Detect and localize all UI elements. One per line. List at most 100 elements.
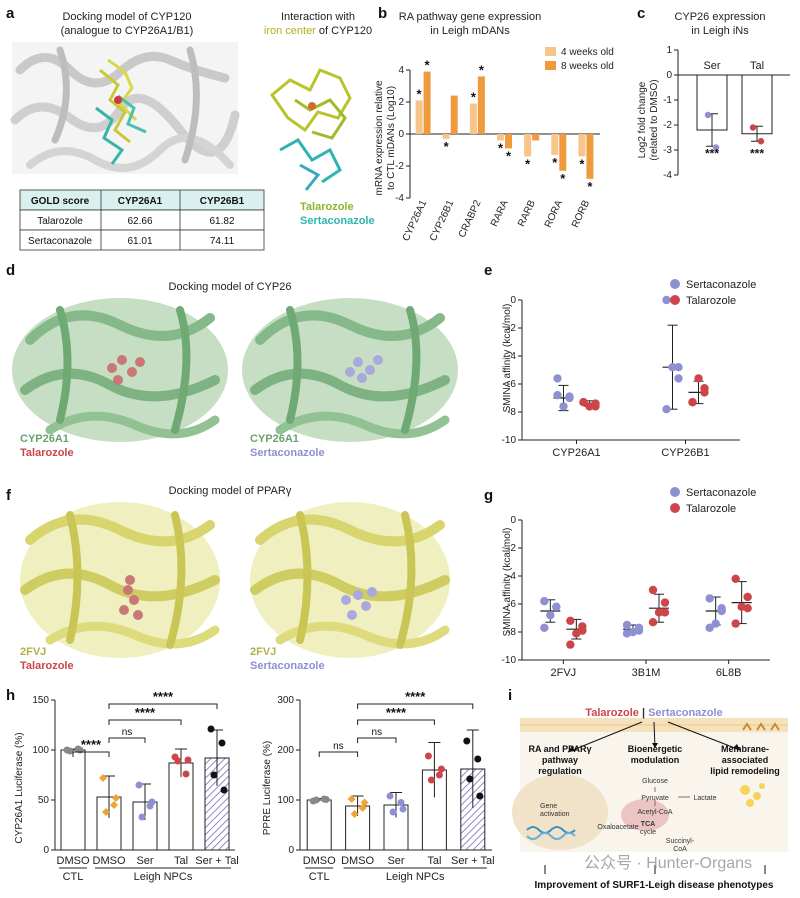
box2-line2: modulation xyxy=(631,755,680,765)
comparison-bracket xyxy=(318,751,359,757)
data-point xyxy=(712,144,720,151)
bar xyxy=(578,134,586,157)
panel-b-ylabel-line2: to CTL mDANs (Log10) xyxy=(386,86,397,190)
data-point xyxy=(579,398,588,407)
conclusion-text: Improvement of SURF1-Leigh disease pheno… xyxy=(535,880,774,891)
bar xyxy=(423,71,431,134)
data-point xyxy=(743,604,752,613)
cycle-label: cycle xyxy=(640,829,656,836)
data-point xyxy=(559,402,568,411)
comparison-bracket xyxy=(357,737,397,743)
data-point xyxy=(112,794,120,802)
y-tick-label: 2 xyxy=(398,97,404,108)
table-cell: Sertaconazole xyxy=(28,236,92,247)
data-point xyxy=(99,774,107,782)
data-point xyxy=(654,608,664,617)
data-point xyxy=(648,618,658,627)
bar xyxy=(415,100,423,134)
data-point xyxy=(705,623,714,632)
panel-f-right-ligand: Sertaconazole xyxy=(250,660,325,672)
x-tick-label: Tal xyxy=(174,855,188,867)
y-tick-label: 50 xyxy=(38,795,50,806)
table-cell: Talarozole xyxy=(37,216,83,227)
comparison-label: **** xyxy=(386,705,407,720)
box3-line1: Membrane- xyxy=(721,744,769,754)
watermark-text: 公众号 · Hunter-Organs xyxy=(584,854,752,872)
y-tick-label: -4 xyxy=(507,351,516,362)
bar xyxy=(551,134,559,155)
significance-label: *** xyxy=(705,147,719,161)
data-point xyxy=(688,398,697,407)
data-point xyxy=(210,771,218,779)
data-point xyxy=(397,799,405,806)
data-point xyxy=(66,747,74,755)
data-point xyxy=(711,619,720,628)
comparison-label: **** xyxy=(135,705,156,720)
data-point xyxy=(648,585,658,595)
y-tick-label: -4 xyxy=(395,193,404,204)
data-point xyxy=(668,363,677,372)
comparison-bracket xyxy=(108,703,218,709)
data-point xyxy=(135,781,143,789)
data-point xyxy=(749,124,757,131)
box3-line2: associated xyxy=(722,755,769,765)
panel-label-b: b xyxy=(378,5,387,22)
y-tick-label: 300 xyxy=(277,695,294,706)
y-tick-label: -10 xyxy=(502,655,517,666)
y-tick-label: 0 xyxy=(398,129,404,140)
table-cell: 61.01 xyxy=(127,236,152,247)
drug-separator: | xyxy=(639,707,648,719)
y-tick-label: 0 xyxy=(288,845,294,856)
data-point xyxy=(694,374,703,383)
data-point xyxy=(660,598,670,607)
data-point xyxy=(546,611,555,620)
bar xyxy=(442,134,450,139)
panel-h-right-ylabel: PPRE Luciferase (%) xyxy=(262,741,273,835)
box1-line3: regulation xyxy=(538,766,582,776)
x-tick-label: Ser xyxy=(703,60,720,72)
data-point xyxy=(578,626,587,635)
panel-label-g: g xyxy=(484,487,493,504)
panel-c-ylabel-line2: (related to DMSO) xyxy=(649,79,660,160)
y-tick-label: -4 xyxy=(663,170,672,181)
significance-star: * xyxy=(579,156,585,171)
data-point xyxy=(463,737,471,745)
data-point xyxy=(705,594,714,603)
schematic-i xyxy=(512,718,788,874)
bar xyxy=(559,134,567,171)
panel-a-inset-line2: iron center of CYP120 xyxy=(264,25,372,37)
cyp26a1-talarozole-render xyxy=(12,298,228,442)
pyruvate-label: Pyruvate xyxy=(641,795,669,802)
data-point xyxy=(674,374,683,383)
box1-line1: RA and PPARγ xyxy=(528,744,591,754)
data-point xyxy=(207,725,215,733)
y-tick-label: 0 xyxy=(666,70,672,81)
panel-label-d: d xyxy=(6,262,15,279)
panel-a-inset-line1: Interaction with xyxy=(281,11,355,23)
legend-marker-talarozole xyxy=(670,503,680,513)
comparison-bracket xyxy=(72,751,110,757)
y-tick-label: -6 xyxy=(507,379,516,390)
bar xyxy=(524,134,532,157)
comparison-label: ns xyxy=(372,727,383,738)
data-point xyxy=(360,798,369,807)
x-tick-label: 6L8B xyxy=(716,667,742,679)
chart-g: -10 -8 -6 -4 -2 0 2FVJ 3B1M 6L8B xyxy=(502,515,770,679)
data-point xyxy=(731,574,740,583)
glucose-label: Glucose xyxy=(642,778,668,785)
iron-center-inset-render xyxy=(269,68,352,191)
comparison-label: ns xyxy=(122,727,133,738)
oxaloacetate-label: Oxaloacetate xyxy=(597,824,638,831)
y-tick-label: -3 xyxy=(663,145,672,156)
panel-a-title-line2: (analogue to CYP26A1/B1) xyxy=(61,25,194,37)
bar xyxy=(306,799,332,851)
data-point xyxy=(102,808,110,816)
chart-e: -10 -8 -6 -4 -2 0 CYP26A1 CYP26B1 xyxy=(502,295,740,459)
significance-star: * xyxy=(506,148,512,163)
panel-a-title-line1: Docking model of CYP120 xyxy=(62,11,191,23)
x-tick-label: RORA xyxy=(543,198,565,229)
y-tick-label: 0 xyxy=(43,845,49,856)
group-label-leigh: Leigh NPCs xyxy=(134,871,193,883)
drug-talarozole: Talarozole xyxy=(585,707,639,719)
